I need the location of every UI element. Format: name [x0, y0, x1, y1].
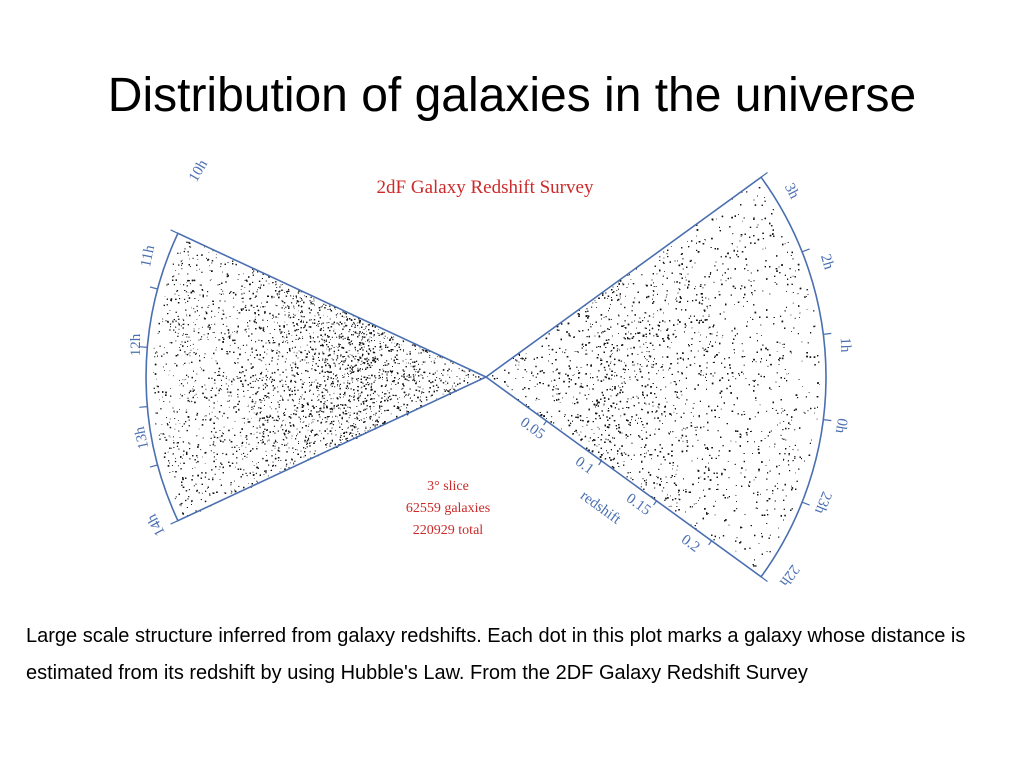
left-arc-tick — [149, 464, 158, 468]
left-arc-tick — [139, 346, 148, 348]
left-arc-tick — [170, 520, 179, 525]
right-arc-tick — [823, 419, 832, 422]
galaxy-survey-figure: 2dF Galaxy Redshift Survey 3° slice 6255… — [100, 145, 870, 590]
left-arc-tick — [170, 229, 179, 234]
redshift-edge-tick — [653, 500, 657, 506]
ra-label-11h: 11h — [138, 243, 158, 268]
redshift-wedge-plot: 2dF Galaxy Redshift Survey 3° slice 6255… — [100, 145, 870, 590]
left-wedge-outline — [145, 232, 488, 522]
ra-label-3h: 3h — [781, 181, 802, 202]
wedge-frame — [145, 176, 827, 578]
redshift-edge-tick — [708, 540, 713, 546]
right-wedge-outline — [484, 176, 827, 578]
ra-label-13h: 13h — [132, 425, 152, 451]
info-galaxies: 62559 galaxies — [406, 501, 490, 516]
right-arc-tick — [760, 576, 768, 582]
figure-title: 2dF Galaxy Redshift Survey — [377, 177, 594, 198]
slide-title: Distribution of galaxies in the universe — [107, 69, 917, 122]
redshift-edge-tick — [598, 460, 602, 466]
left-arc-tick — [139, 406, 148, 408]
left-arc-tick — [149, 286, 158, 290]
ra-label-1h: 1h — [837, 337, 854, 353]
right-arc-tick — [760, 172, 768, 178]
right-arc-tick — [801, 501, 810, 506]
axis-ticks — [139, 172, 832, 582]
info-total: 220929 total — [413, 523, 483, 538]
right-arc-tick — [823, 332, 832, 335]
right-arc-tick — [801, 248, 810, 253]
ra-label-23h: 23h — [811, 489, 834, 516]
redshift-edge-tick — [543, 420, 547, 426]
ra-label-0h: 0h — [832, 417, 850, 435]
slide-caption: Large scale structure inferred from gala… — [26, 625, 966, 684]
ra-label-2h: 2h — [817, 252, 837, 271]
info-slice: 3° slice — [427, 479, 469, 494]
ra-label-12h: 12h — [128, 333, 144, 356]
